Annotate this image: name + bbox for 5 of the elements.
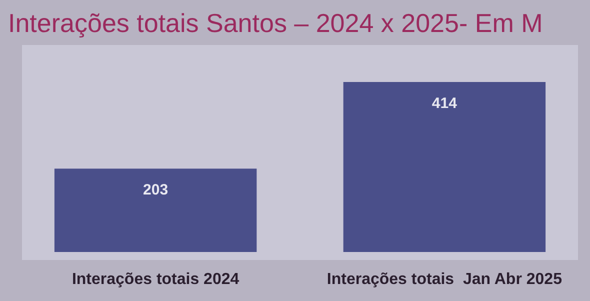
chart-title: Interações totais Santos – 2024 x 2025- Em M	[8, 8, 543, 38]
data-label: 414	[432, 95, 458, 112]
x-tick-label: Interações totais 2024	[72, 271, 240, 288]
data-label: 203	[143, 182, 168, 199]
x-tick-label: Interações totais Jan Abr 2025	[326, 271, 562, 288]
